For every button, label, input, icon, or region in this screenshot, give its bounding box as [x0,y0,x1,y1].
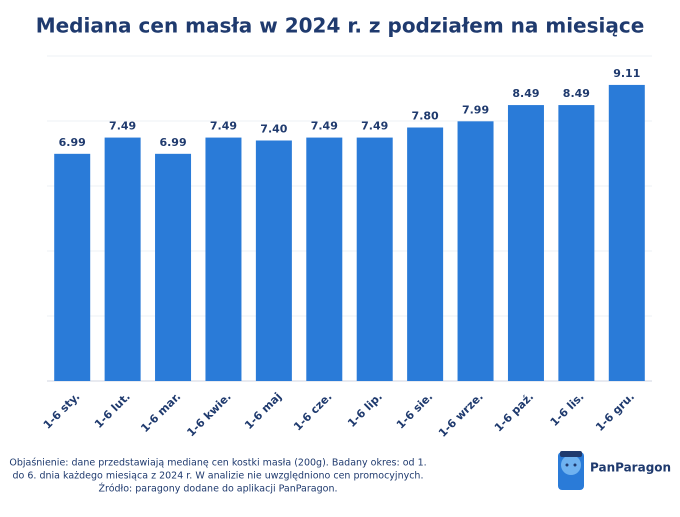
bar [255,140,292,381]
logo-text: PanParagon [590,461,671,475]
bar [608,84,645,382]
x-tick-label: 1-6 lut. [92,390,133,431]
x-tick-label: 1-6 paź. [492,390,536,434]
footnote: Objaśnienie: dane przedstawiają medianę … [9,458,426,469]
bar [306,137,343,381]
x-tick-label: 1-6 gru. [593,390,637,434]
bar [205,137,242,381]
x-tick-label: 1-6 lis. [548,390,587,429]
value-label: 7.49 [361,120,388,133]
bar [507,105,544,381]
value-label: 7.49 [109,120,136,133]
value-label: 6.99 [59,136,86,149]
value-label: 7.40 [260,123,287,136]
bar [558,105,595,381]
bar [457,121,494,381]
bar [407,127,444,381]
bar [356,137,393,381]
footnote: do 6. dnia każdego miesiąca z 2024 r. W … [13,471,424,482]
x-tick-label: 1-6 sty. [41,390,83,432]
value-label: 8.49 [563,87,590,100]
value-label: 7.49 [311,120,338,133]
logo-icon [558,451,584,490]
value-label: 7.49 [210,120,237,133]
x-tick-label: 1-6 sie. [394,390,435,431]
x-tick-label: 1-6 cze. [291,390,334,433]
value-label: 8.49 [512,87,539,100]
bar [54,153,91,381]
footnote: Źródło: paragony dodane do aplikacji Pan… [99,483,338,495]
value-label: 7.80 [412,110,439,123]
value-label: 6.99 [159,136,186,149]
value-label: 7.99 [462,103,489,116]
chart-title: Mediana cen masła w 2024 r. z podziałem … [36,14,645,38]
x-tick-label: 1-6 maj [242,390,284,432]
x-tick-label: 1-6 lip. [345,390,385,430]
x-tick-label: 1-6 kwie. [184,390,233,439]
x-tick-label: 1-6 wrze. [436,390,486,440]
value-label: 9.11 [613,67,640,80]
x-tick-label: 1-6 mar. [138,390,183,435]
bar [155,153,192,381]
bar [104,137,141,381]
